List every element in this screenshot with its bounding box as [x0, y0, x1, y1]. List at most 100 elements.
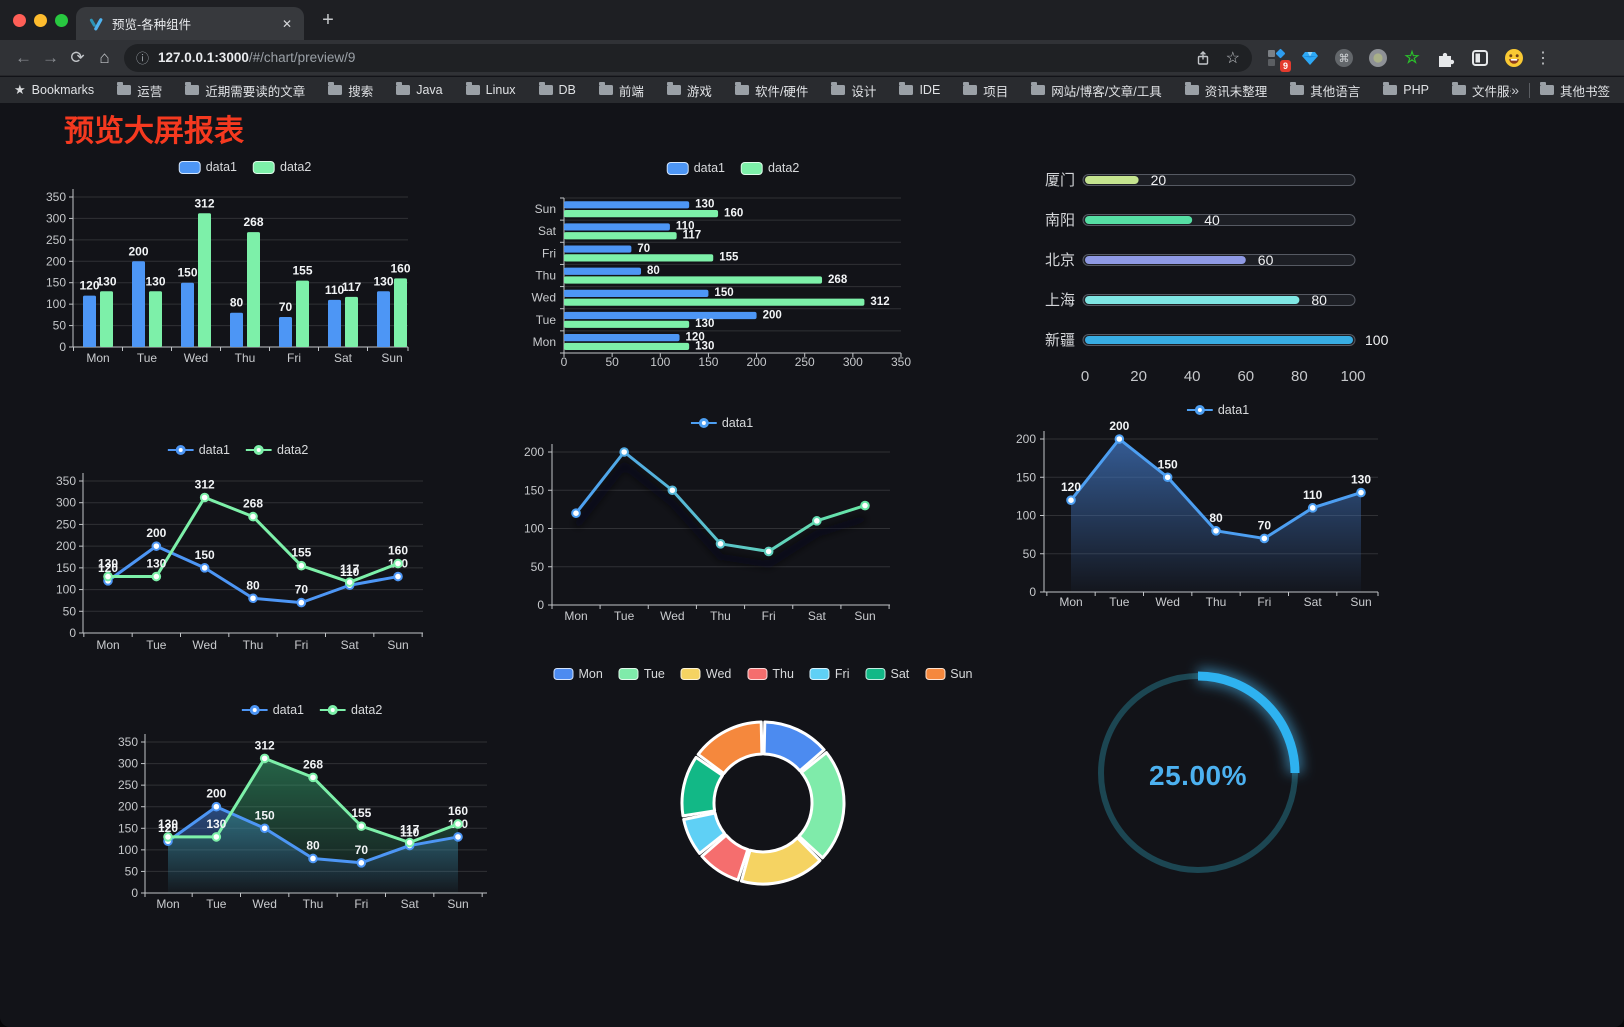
bookmarks-overflow-icon[interactable]: »: [1511, 82, 1519, 98]
bookmark-item-DB[interactable]: DB: [538, 82, 576, 97]
legend-item-data2[interactable]: data2: [741, 161, 799, 175]
legend-label: data1: [272, 703, 304, 717]
extension-green-star-icon[interactable]: ☆: [1404, 47, 1420, 67]
gauge-value-label: 25.00%: [1149, 760, 1247, 791]
page-title: 预览大屏报表: [64, 115, 244, 148]
legend-item-data1[interactable]: data1: [167, 443, 230, 457]
bookmark-item-Linux[interactable]: Linux: [465, 82, 516, 97]
browser-tab[interactable]: 预览-各种组件 ✕: [76, 7, 304, 40]
tab-close-icon[interactable]: ✕: [281, 16, 292, 31]
legend-item-data1[interactable]: data1: [666, 161, 725, 175]
back-icon[interactable]: ←: [15, 47, 32, 67]
bookmarks-bar: ★ Bookmarks 运营 近期需要读的文章 搜索 Java Linux DB 前端 游戏 软件/…: [0, 77, 1624, 104]
new-tab-button[interactable]: +: [322, 9, 334, 31]
extension-pinned-grid-icon[interactable]: 9: [1265, 47, 1291, 72]
svg-text:70: 70: [637, 243, 650, 255]
svg-text:50: 50: [125, 864, 139, 878]
extension-split-square-icon[interactable]: [1469, 47, 1491, 69]
legend-item-Mon[interactable]: Mon: [553, 667, 603, 681]
bookmark-item-文件服务器[interactable]: 文件服务器: [1451, 81, 1511, 100]
legend-item-Sat[interactable]: Sat: [865, 667, 909, 681]
legend-label: Wed: [705, 667, 732, 681]
legend-item-data2[interactable]: data2: [253, 160, 311, 174]
folder-icon: [1031, 82, 1046, 95]
svg-text:110: 110: [325, 283, 345, 297]
legend-item-data1[interactable]: data1: [178, 160, 237, 174]
other-bookmarks-button[interactable]: 其他书签: [1539, 81, 1610, 100]
legend-item-Fri[interactable]: Fri: [809, 667, 850, 681]
gradient-line-chart[interactable]: 0 50 100 150 200 Mon Tue Wed Thu Fri Sat Sun: [524, 444, 890, 623]
home-icon[interactable]: ⌂: [99, 47, 110, 67]
svg-text:268: 268: [303, 757, 323, 771]
bookmark-item-资讯未整理[interactable]: 资讯未整理: [1184, 81, 1267, 100]
window-zoom-button[interactable]: [55, 14, 68, 27]
legend-item-Tue[interactable]: Tue: [618, 667, 665, 681]
legend-item-data1[interactable]: data1: [1186, 403, 1249, 417]
multi-line-chart[interactable]: 0 50 100 150 200 250 300 350 Mon Tue Wed Thu Fri Sat S…: [56, 473, 423, 652]
svg-text:80: 80: [306, 838, 320, 852]
svg-text:130: 130: [98, 557, 118, 571]
bookmark-star-icon[interactable]: ☆: [1225, 49, 1240, 67]
gauge-chart[interactable]: [1098, 668, 1303, 873]
extension-gem-icon[interactable]: [1299, 47, 1321, 69]
site-info-icon[interactable]: ⓘ: [136, 51, 150, 66]
svg-text:Wed: Wed: [252, 897, 276, 911]
dual-area-chart[interactable]: 0 50 100 150 200 250 300 350 Mon Tue Wed Thu Fri Sat S…: [118, 734, 487, 911]
url-path: /#/chart/preview/9: [248, 50, 356, 65]
bookmark-item-设计[interactable]: 设计: [831, 81, 876, 100]
extension-puzzle-icon[interactable]: [1435, 47, 1457, 69]
bookmark-item-近期需要读的文章[interactable]: 近期需要读的文章: [185, 81, 305, 100]
bookmark-label: 运营: [137, 84, 163, 99]
reload-icon[interactable]: ⟳: [70, 47, 85, 67]
progress-bar-chart[interactable]: 厦门 20 南阳 40 北京 60 上海 80 新疆 100 0 20 40 60 80 100: [1045, 172, 1389, 385]
svg-text:300: 300: [843, 355, 863, 369]
share-icon[interactable]: [1195, 50, 1211, 66]
bookmark-item-运营[interactable]: 运营: [117, 81, 162, 100]
window-titlebar: 预览-各种组件 ✕ +: [0, 0, 1624, 40]
legend-item-data1[interactable]: data1: [690, 416, 753, 430]
bookmark-item-前端[interactable]: 前端: [598, 81, 644, 100]
window-minimize-button[interactable]: [34, 14, 47, 27]
bookmark-item-Bookmarks[interactable]: ★ Bookmarks: [14, 82, 94, 98]
bookmark-item-搜索[interactable]: 搜索: [328, 81, 373, 100]
extension-record-circle-icon[interactable]: [1367, 47, 1389, 69]
svg-text:20: 20: [1151, 172, 1167, 188]
bookmark-item-IDE[interactable]: IDE: [899, 82, 940, 97]
gradient-line-chart-legend: data1: [690, 416, 753, 430]
url-bar[interactable]: ⓘ 127.0.0.1:3000 /#/chart/preview/9 ☆: [124, 43, 1252, 72]
bookmark-item-其他语言[interactable]: 其他语言: [1290, 81, 1360, 100]
legend-item-Thu[interactable]: Thu: [747, 667, 794, 681]
grouped-bar-chart[interactable]: 050100150200250300350120130Mon200130Tue1…: [46, 189, 411, 365]
bookmark-item-Java[interactable]: Java: [396, 82, 443, 97]
svg-text:100: 100: [1365, 332, 1389, 348]
extension-emoji-icon[interactable]: [1503, 47, 1525, 69]
browser-menu-icon[interactable]: ⋮: [1535, 49, 1551, 67]
bookmark-item-软件/硬件[interactable]: 软件/硬件: [734, 81, 808, 100]
svg-text:130: 130: [96, 274, 116, 288]
window-close-button[interactable]: [13, 14, 26, 27]
svg-text:130: 130: [146, 557, 166, 571]
legend-item-Wed[interactable]: Wed: [680, 667, 732, 681]
bookmark-item-项目[interactable]: 项目: [963, 81, 1008, 100]
forward-icon[interactable]: →: [42, 47, 59, 67]
svg-text:312: 312: [195, 478, 215, 492]
bookmark-item-网站/博客/文章/工具[interactable]: 网站/博客/文章/工具: [1031, 81, 1162, 100]
legend-item-data2[interactable]: data2: [320, 703, 382, 717]
bookmarks-divider: [1528, 82, 1530, 98]
svg-text:120: 120: [79, 279, 99, 293]
bookmark-item-游戏[interactable]: 游戏: [666, 81, 712, 100]
folder-icon: [465, 82, 480, 95]
legend-item-data2[interactable]: data2: [246, 443, 308, 457]
svg-text:Wed: Wed: [184, 351, 208, 365]
legend-swatch-icon: [253, 160, 275, 174]
legend-item-Sun[interactable]: Sun: [925, 667, 973, 681]
bookmark-item-PHP[interactable]: PHP: [1383, 82, 1429, 97]
legend-item-data1[interactable]: data1: [241, 703, 304, 717]
legend-swatch-icon: [925, 668, 946, 680]
area-line-chart[interactable]: 0 50 100 150 200 Mon Tue Wed Thu Fri Sat Sun 120 200 1…: [1016, 419, 1379, 609]
donut-chart[interactable]: [680, 720, 846, 886]
line-legend-marker-icon: [246, 445, 272, 455]
extension-command-icon[interactable]: ⌘: [1333, 47, 1355, 69]
legend-swatch-icon: [747, 668, 768, 680]
